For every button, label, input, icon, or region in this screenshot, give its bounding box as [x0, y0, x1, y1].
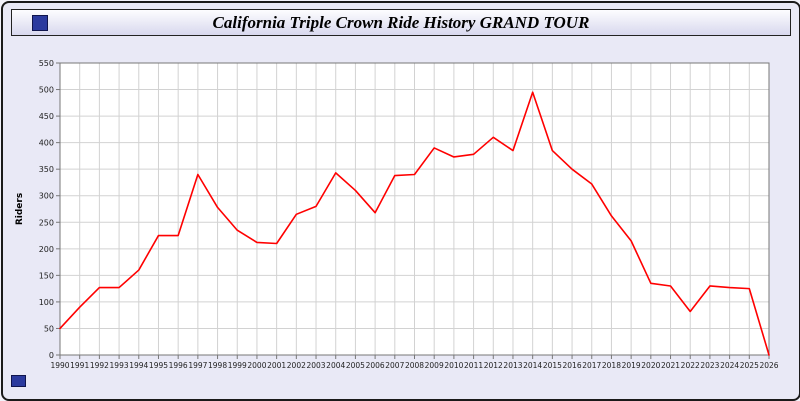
svg-text:2010: 2010	[444, 361, 463, 370]
svg-text:100: 100	[39, 298, 54, 307]
svg-text:0: 0	[49, 351, 54, 360]
svg-text:2021: 2021	[661, 361, 680, 370]
svg-text:150: 150	[39, 271, 54, 280]
svg-text:2022: 2022	[681, 361, 700, 370]
svg-text:2004: 2004	[326, 361, 345, 370]
chart-title: California Triple Crown Ride History GRA…	[212, 12, 590, 32]
riders-series-line	[59, 91, 770, 356]
svg-text:2017: 2017	[582, 361, 601, 370]
svg-text:1998: 1998	[208, 361, 227, 370]
svg-text:2012: 2012	[484, 361, 503, 370]
svg-text:500: 500	[39, 86, 54, 95]
svg-text:2006: 2006	[366, 361, 385, 370]
svg-text:2014: 2014	[523, 361, 542, 370]
svg-text:250: 250	[39, 218, 54, 227]
svg-text:300: 300	[39, 192, 54, 201]
svg-text:200: 200	[39, 245, 54, 254]
svg-text:2013: 2013	[503, 361, 522, 370]
svg-text:1993: 1993	[110, 361, 129, 370]
svg-text:2002: 2002	[287, 361, 306, 370]
svg-text:2000: 2000	[247, 361, 266, 370]
svg-text:50: 50	[44, 324, 54, 333]
svg-text:2007: 2007	[385, 361, 404, 370]
svg-text:2018: 2018	[602, 361, 621, 370]
svg-text:400: 400	[39, 139, 54, 148]
svg-text:2009: 2009	[425, 361, 444, 370]
svg-text:1994: 1994	[129, 361, 148, 370]
window-icon	[32, 15, 48, 31]
svg-text:2008: 2008	[405, 361, 424, 370]
svg-text:1996: 1996	[169, 361, 188, 370]
svg-text:450: 450	[39, 112, 54, 121]
corner-icon	[11, 375, 26, 387]
svg-text:2023: 2023	[700, 361, 719, 370]
svg-text:550: 550	[39, 59, 54, 68]
x-axis-labels: 1990 1991 1992 1993 1994 1995 1996 1997 1998 1999…	[50, 355, 779, 370]
svg-text:1992: 1992	[90, 361, 109, 370]
y-axis-labels: 0 50 100 150 200 250 300 350 400 450 500 550	[39, 59, 60, 360]
svg-text:2001: 2001	[267, 361, 286, 370]
svg-text:2003: 2003	[306, 361, 325, 370]
svg-text:2024: 2024	[720, 361, 739, 370]
svg-text:2011: 2011	[464, 361, 483, 370]
svg-text:1999: 1999	[228, 361, 247, 370]
y-axis-title: Riders	[15, 193, 25, 225]
svg-text:1991: 1991	[70, 361, 89, 370]
svg-text:2020: 2020	[641, 361, 660, 370]
svg-text:2026: 2026	[759, 361, 778, 370]
svg-text:2005: 2005	[346, 361, 365, 370]
svg-text:2015: 2015	[543, 361, 562, 370]
svg-text:1990: 1990	[50, 361, 69, 370]
svg-text:1997: 1997	[188, 361, 207, 370]
svg-text:1995: 1995	[149, 361, 168, 370]
chart-area: 0 50 100 150 200 250 300 350 400 450 500 550 1990 199…	[9, 49, 797, 401]
gridlines	[59, 62, 770, 356]
svg-text:2019: 2019	[622, 361, 641, 370]
title-bar: California Triple Crown Ride History GRA…	[11, 9, 791, 36]
svg-text:350: 350	[39, 165, 54, 174]
svg-text:2025: 2025	[740, 361, 759, 370]
svg-text:2016: 2016	[563, 361, 582, 370]
